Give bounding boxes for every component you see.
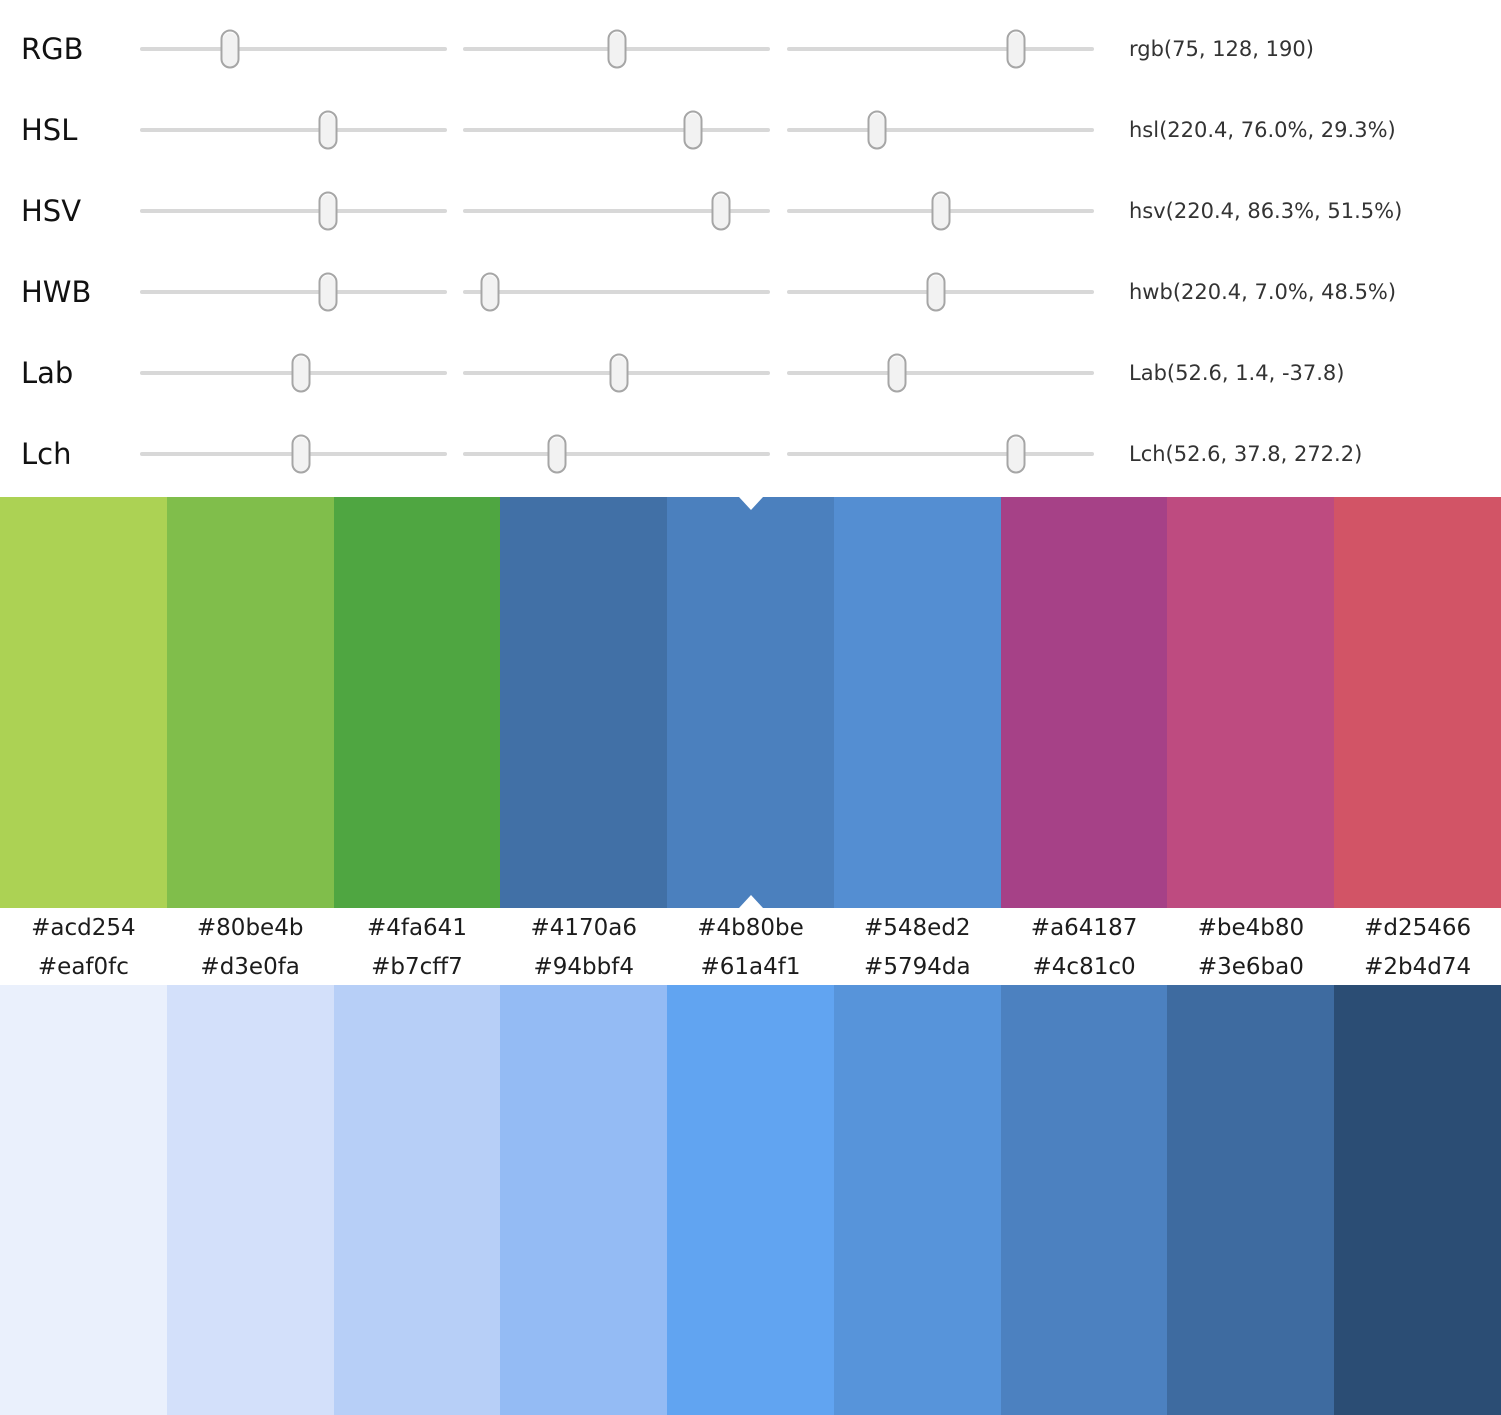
slider-track[interactable] [463, 434, 770, 473]
slider-track[interactable] [787, 191, 1094, 230]
palette-swatch-selected[interactable] [667, 497, 834, 908]
colorspace-label: RGB [21, 31, 84, 66]
colorspace-label: Lab [21, 355, 74, 390]
swatch-hex-label: #4fa641 [366, 915, 467, 941]
swatch-hex-label: #61a4f1 [700, 953, 801, 980]
hsv-slider-row: HSV hsv(220.4, 86.3%, 51.5%) [0, 170, 1501, 251]
slider-thumb[interactable] [1006, 29, 1026, 68]
swatch-hex-label: #4170a6 [530, 915, 637, 941]
palette-swatch[interactable] [833, 985, 1001, 1415]
slider-track[interactable] [463, 29, 770, 68]
color-value-readout: rgb(75, 128, 190) [1129, 36, 1314, 61]
palette-swatch[interactable] [333, 497, 501, 908]
color-sliders-panel: RGB rgb(75, 128, 190) HSL hsl(220.4, 76.… [0, 0, 1501, 497]
hue-palette-strip [0, 497, 1501, 908]
slider-thumb[interactable] [318, 110, 338, 149]
palette-swatch[interactable] [0, 497, 167, 908]
swatch-hex-label: #d25466 [1364, 915, 1472, 941]
rgb-slider-row: RGB rgb(75, 128, 190) [0, 8, 1501, 89]
slider-track[interactable] [140, 191, 447, 230]
slider-track[interactable] [463, 353, 770, 392]
slider-track[interactable] [140, 434, 447, 473]
slider-thumb[interactable] [318, 272, 338, 311]
slider-track[interactable] [463, 191, 770, 230]
palette-swatch[interactable] [1334, 985, 1501, 1415]
slider-thumb[interactable] [867, 110, 887, 149]
palette-swatch[interactable] [667, 985, 834, 1415]
palette-swatch[interactable] [500, 985, 668, 1415]
slider-track[interactable] [787, 29, 1094, 68]
swatch-hex-label: #b7cff7 [371, 953, 463, 980]
swatch-hex-label: #4b80be [697, 915, 804, 941]
palette-swatch[interactable] [1167, 497, 1335, 908]
palette-swatch[interactable] [1334, 497, 1501, 908]
colorspace-label: HWB [21, 274, 92, 309]
slider-thumb[interactable] [1006, 434, 1026, 473]
swatch-hex-label: #4c81c0 [1032, 953, 1136, 980]
color-value-readout: hsl(220.4, 76.0%, 29.3%) [1129, 117, 1396, 142]
slider-thumb[interactable] [220, 29, 240, 68]
colorspace-label: HSL [21, 112, 78, 147]
slider-track[interactable] [463, 272, 770, 311]
color-value-readout: hsv(220.4, 86.3%, 51.5%) [1129, 198, 1403, 223]
swatch-hex-label: #acd254 [31, 915, 136, 941]
slider-thumb[interactable] [547, 434, 567, 473]
slider-track[interactable] [140, 353, 447, 392]
colorspace-label: HSV [21, 193, 82, 228]
hwb-slider-row: HWB hwb(220.4, 7.0%, 48.5%) [0, 251, 1501, 332]
palette-swatch[interactable] [1167, 985, 1335, 1415]
swatch-hex-label: #be4b80 [1197, 915, 1305, 941]
slider-track[interactable] [787, 434, 1094, 473]
slider-track[interactable] [787, 110, 1094, 149]
shade-palette-strip [0, 985, 1501, 1415]
slider-thumb[interactable] [607, 29, 627, 68]
palette-swatch[interactable] [166, 985, 334, 1415]
slider-thumb[interactable] [609, 353, 629, 392]
slider-thumb[interactable] [291, 434, 311, 473]
selected-marker-top [738, 497, 763, 510]
slider-track[interactable] [463, 110, 770, 149]
swatch-hex-label: #a64187 [1030, 915, 1138, 941]
palette-swatch[interactable] [500, 497, 668, 908]
slider-thumb[interactable] [683, 110, 703, 149]
color-value-readout: hwb(220.4, 7.0%, 48.5%) [1129, 279, 1397, 304]
palette-swatch[interactable] [833, 497, 1001, 908]
shade-palette-hex-labels: #eaf0fc #d3e0fa #b7cff7 #94bbf4 #61a4f1 … [0, 948, 1501, 985]
slider-track[interactable] [787, 353, 1094, 392]
swatch-hex-label: #548ed2 [864, 915, 971, 941]
palette-swatch[interactable] [333, 985, 501, 1415]
slider-thumb[interactable] [887, 353, 907, 392]
swatch-hex-label: #2b4d74 [1364, 953, 1472, 980]
palette-swatch[interactable] [0, 985, 167, 1415]
slider-track[interactable] [787, 272, 1094, 311]
slider-thumb[interactable] [480, 272, 500, 311]
swatch-hex-label: #3e6ba0 [1197, 953, 1304, 980]
slider-thumb[interactable] [926, 272, 946, 311]
lch-slider-row: Lch Lch(52.6, 37.8, 272.2) [0, 413, 1501, 494]
colorspace-label: Lch [21, 436, 72, 471]
slider-thumb[interactable] [931, 191, 951, 230]
slider-thumb[interactable] [711, 191, 731, 230]
slider-track[interactable] [140, 272, 447, 311]
swatch-hex-label: #d3e0fa [200, 953, 300, 980]
swatch-hex-label: #eaf0fc [37, 953, 129, 980]
swatch-hex-label: #80be4b [196, 915, 304, 941]
palette-swatch[interactable] [1000, 497, 1168, 908]
slider-thumb[interactable] [291, 353, 311, 392]
palette-swatch[interactable] [166, 497, 334, 908]
hsl-slider-row: HSL hsl(220.4, 76.0%, 29.3%) [0, 89, 1501, 170]
swatch-hex-label: #94bbf4 [533, 953, 634, 980]
color-value-readout: Lab(52.6, 1.4, -37.8) [1129, 360, 1345, 385]
slider-track[interactable] [140, 110, 447, 149]
color-value-readout: Lch(52.6, 37.8, 272.2) [1129, 441, 1363, 466]
hue-palette-hex-labels: #acd254 #80be4b #4fa641 #4170a6 #4b80be … [0, 908, 1501, 948]
slider-thumb[interactable] [318, 191, 338, 230]
swatch-hex-label: #5794da [864, 953, 971, 980]
slider-track[interactable] [140, 29, 447, 68]
lab-slider-row: Lab Lab(52.6, 1.4, -37.8) [0, 332, 1501, 413]
palette-swatch[interactable] [1000, 985, 1168, 1415]
selected-marker-bottom [738, 895, 763, 908]
